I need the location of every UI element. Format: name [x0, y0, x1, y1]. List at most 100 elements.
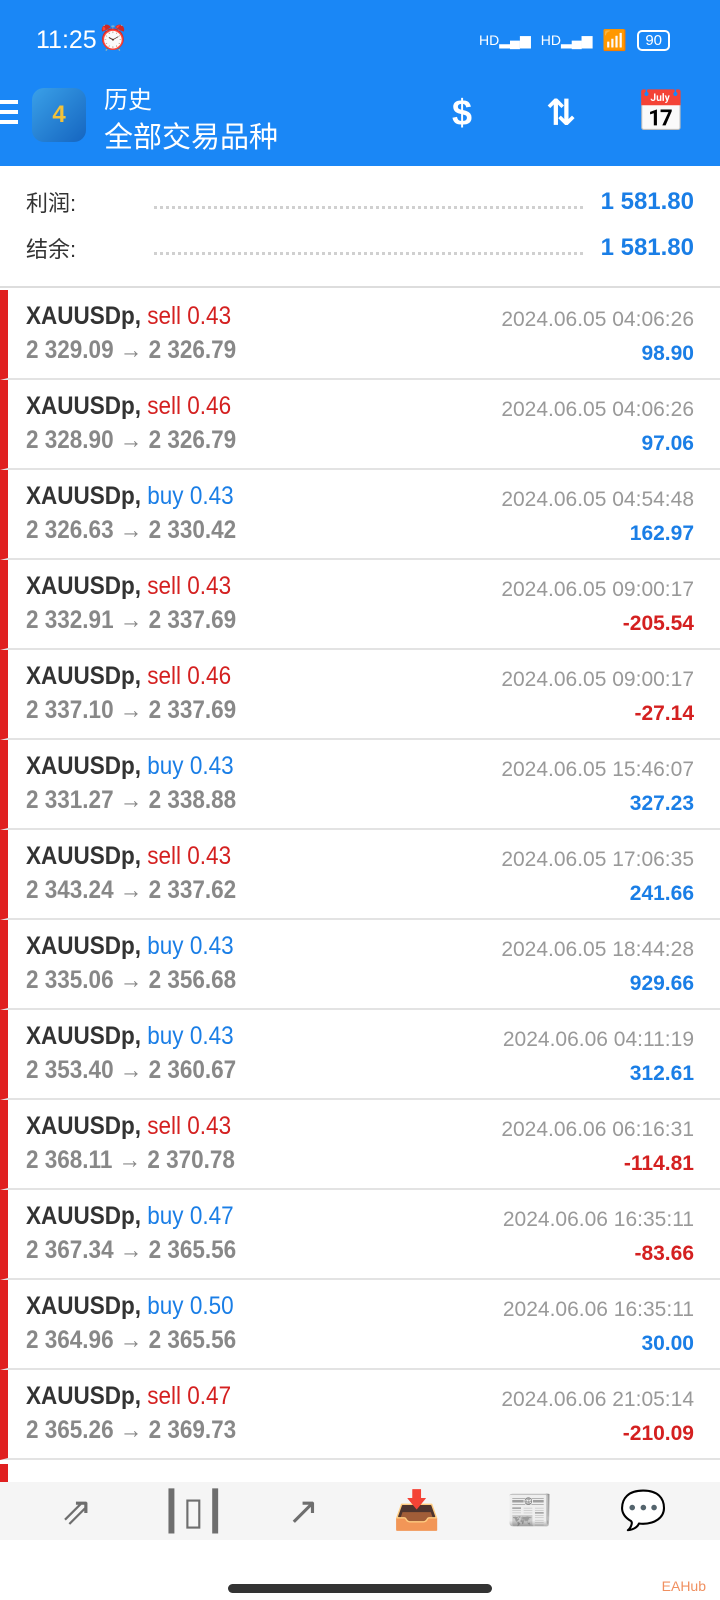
sort-icon[interactable]: ⇅ [546, 92, 577, 133]
trade-symbol: XAUUSDp, sell 0.43 [26, 302, 231, 331]
trade-symbol: XAUUSDp, sell 0.43 [26, 572, 231, 601]
symbol: XAUUSDp, [26, 1112, 142, 1140]
trade-time: 2024.06.05 04:06:26 [501, 398, 694, 421]
trade-side: sell [147, 572, 182, 600]
trade-time: 2024.06.05 09:00:17 [501, 578, 694, 601]
trade-volume: 0.43 [187, 1112, 232, 1140]
trade-symbol: XAUUSDp, buy 0.50 [26, 1292, 234, 1321]
trade-row[interactable]: XAUUSDp, sell 0.46 2 328.90 → 2 326.79 2… [0, 380, 720, 470]
trade-time: 2024.06.05 15:46:07 [501, 758, 694, 781]
balance-value: 1 581.80 [600, 234, 694, 261]
trade-side: sell [147, 662, 182, 690]
trade-profit: -83.66 [634, 1242, 694, 1265]
menu-button[interactable] [0, 100, 18, 130]
trade-volume: 0.43 [187, 302, 232, 330]
dots [154, 205, 583, 209]
trade-profit: 241.66 [629, 882, 694, 905]
partial-row-marker [0, 1464, 8, 1482]
symbol: XAUUSDp, [26, 1202, 142, 1230]
summary-balance: 结余: 1 581.80 [26, 228, 694, 268]
candlestick-chart-icon[interactable]: ┃▯┃ [159, 1490, 227, 1533]
bottom-nav: ⇗ ┃▯┃ ↗ 📥 📰 💬 [0, 1482, 720, 1540]
trade-row[interactable]: XAUUSDp, sell 0.43 2 343.24 → 2 337.62 2… [0, 830, 720, 920]
trade-prices: 2 365.26 → 2 369.73 [26, 1416, 237, 1444]
trade-profit: 929.66 [629, 972, 694, 995]
alarm-icon: ⏰ [98, 25, 128, 52]
trade-prices: 2 329.09 → 2 326.79 [26, 336, 237, 364]
trade-time: 2024.06.05 04:06:26 [501, 308, 694, 331]
trade-profit: 98.90 [641, 342, 694, 365]
trade-volume: 0.43 [187, 572, 232, 600]
battery-icon: 90 [637, 30, 670, 51]
trade-row[interactable]: XAUUSDp, sell 0.43 2 368.11 → 2 370.78 2… [0, 1100, 720, 1190]
trade-side: sell [147, 1112, 182, 1140]
trade-prices: 2 335.06 → 2 356.68 [26, 966, 237, 994]
trade-side: sell [147, 392, 182, 420]
symbol: XAUUSDp, [26, 932, 142, 960]
home-indicator[interactable] [228, 1584, 492, 1593]
trade-row[interactable]: XAUUSDp, buy 0.43 2 331.27 → 2 338.88 20… [0, 740, 720, 830]
trade-symbol: XAUUSDp, sell 0.46 [26, 662, 231, 691]
trade-time: 2024.06.05 18:44:28 [501, 938, 694, 961]
symbol: XAUUSDp, [26, 392, 142, 420]
trade-time: 2024.06.05 09:00:17 [501, 668, 694, 691]
trade-prices: 2 368.11 → 2 370.78 [26, 1146, 235, 1174]
currency-exchange-icon[interactable]: $ [452, 92, 473, 133]
trade-icon[interactable]: ⇗ [60, 1490, 93, 1533]
trade-volume: 0.43 [187, 842, 232, 870]
trade-volume: 0.47 [187, 1382, 232, 1410]
trade-row[interactable]: XAUUSDp, sell 0.47 2 365.26 → 2 369.73 2… [0, 1370, 720, 1460]
trade-row[interactable]: XAUUSDp, buy 0.47 2 367.34 → 2 365.56 20… [0, 1190, 720, 1280]
trade-time: 2024.06.06 16:35:11 [502, 1208, 694, 1231]
trade-side: buy [147, 1202, 184, 1230]
symbol: XAUUSDp, [26, 662, 142, 690]
symbol-filter[interactable]: 全部交易品种 [104, 122, 279, 154]
page-title: 历史 [104, 87, 152, 114]
app-header: 11:25 ⏰ HD▂▄▆ HD▂▄▆ 📶 90 4 历史 全部交易品种 $ ⇅… [0, 0, 720, 166]
trade-side: buy [147, 752, 184, 780]
news-icon[interactable]: 📰 [506, 1490, 554, 1532]
trade-symbol: XAUUSDp, buy 0.43 [26, 932, 234, 961]
trade-time: 2024.06.06 04:11:19 [502, 1028, 694, 1051]
trade-row[interactable]: XAUUSDp, sell 0.46 2 337.10 → 2 337.69 2… [0, 650, 720, 740]
trade-prices: 2 364.96 → 2 365.56 [26, 1326, 237, 1354]
watermark: EAHub [661, 1578, 706, 1594]
trade-symbol: XAUUSDp, sell 0.43 [26, 842, 231, 871]
trade-row[interactable]: XAUUSDp, buy 0.50 2 364.96 → 2 365.56 20… [0, 1280, 720, 1370]
trade-row[interactable]: XAUUSDp, sell 0.43 2 332.91 → 2 337.69 2… [0, 560, 720, 650]
trade-symbol: XAUUSDp, sell 0.43 [26, 1112, 231, 1141]
summary: 利润: 1 581.80 结余: 1 581.80 [0, 166, 720, 288]
trade-time: 2024.06.06 06:16:31 [501, 1118, 694, 1141]
chat-icon[interactable]: 💬 [619, 1490, 667, 1532]
status-icons: HD▂▄▆ HD▂▄▆ 📶 90 [479, 28, 670, 53]
trade-prices: 2 367.34 → 2 365.56 [26, 1236, 237, 1264]
trade-volume: 0.47 [189, 1202, 234, 1230]
trade-profit: -27.14 [634, 702, 694, 725]
trade-row[interactable]: XAUUSDp, buy 0.43 2 353.40 → 2 360.67 20… [0, 1010, 720, 1100]
status-time: 11:25 [36, 26, 97, 54]
trend-icon[interactable]: ↗ [287, 1490, 320, 1533]
trade-side: buy [147, 1292, 184, 1320]
trade-symbol: XAUUSDp, sell 0.47 [26, 1382, 231, 1411]
trade-symbol: XAUUSDp, buy 0.43 [26, 1022, 234, 1051]
trade-row[interactable]: XAUUSDp, sell 0.43 2 329.09 → 2 326.79 2… [0, 290, 720, 380]
trade-profit: 97.06 [641, 432, 694, 455]
trade-profit: 312.61 [629, 1062, 694, 1085]
trade-symbol: XAUUSDp, buy 0.47 [26, 1202, 234, 1231]
symbol: XAUUSDp, [26, 482, 142, 510]
trade-row[interactable]: XAUUSDp, buy 0.43 2 326.63 → 2 330.42 20… [0, 470, 720, 560]
trade-prices: 2 337.10 → 2 337.69 [26, 696, 237, 724]
symbol: XAUUSDp, [26, 302, 142, 330]
calendar-icon[interactable]: 📅 [636, 90, 686, 134]
trade-side: buy [147, 482, 184, 510]
trade-side: sell [147, 842, 182, 870]
trade-row[interactable]: XAUUSDp, buy 0.43 2 335.06 → 2 356.68 20… [0, 920, 720, 1010]
profit-label: 利润: [26, 191, 77, 216]
trade-side: buy [147, 932, 184, 960]
trade-prices: 2 328.90 → 2 326.79 [26, 426, 237, 454]
trade-profit: -205.54 [622, 612, 694, 635]
history-inbox-icon[interactable]: 📥 [392, 1490, 441, 1532]
trade-profit: 30.00 [641, 1332, 694, 1355]
trade-time: 2024.06.06 21:05:14 [501, 1388, 694, 1411]
trade-volume: 0.43 [189, 1022, 234, 1050]
